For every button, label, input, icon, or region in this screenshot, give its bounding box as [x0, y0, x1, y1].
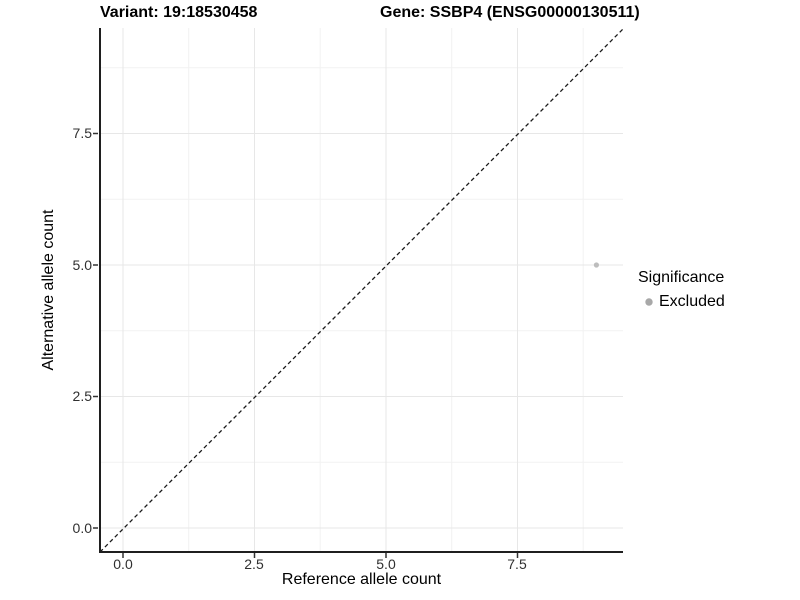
x-tick-label-2: 5.0: [376, 556, 396, 572]
identity-reference-line: [99, 28, 624, 553]
plot-title-variant: Variant: 19:18530458: [100, 4, 258, 21]
legend-point-icon: [645, 297, 653, 306]
y-tick-label-2: 5.0: [72, 257, 92, 273]
x-tick-label-0: 0.0: [113, 556, 133, 572]
x-tick-label-3: 7.5: [507, 556, 527, 572]
y-tick-label-1: 2.5: [72, 388, 92, 404]
y-tick-label-0: 0.0: [72, 520, 92, 536]
legend-title: Significance: [638, 269, 725, 286]
legend-item-label: Excluded: [659, 293, 725, 310]
x-tick-label-1: 2.5: [244, 556, 264, 572]
y-axis-title: Alternative allele count: [40, 209, 57, 371]
x-axis-title: Reference allele count: [281, 571, 442, 588]
axis-tick-marks: [93, 132, 519, 558]
axis-lines: [99, 28, 623, 553]
gridlines-minor: [100, 28, 623, 552]
legend-item-excluded: Excluded: [644, 292, 725, 311]
plot-panel: [93, 28, 624, 558]
plot-title-gene: Gene: SSBP4 (ENSG00000130511): [380, 4, 640, 21]
data-point: [593, 262, 599, 268]
legend: Significance Excluded: [638, 268, 725, 311]
y-tick-label-3: 7.5: [72, 125, 92, 141]
gridlines-major: [100, 28, 623, 552]
